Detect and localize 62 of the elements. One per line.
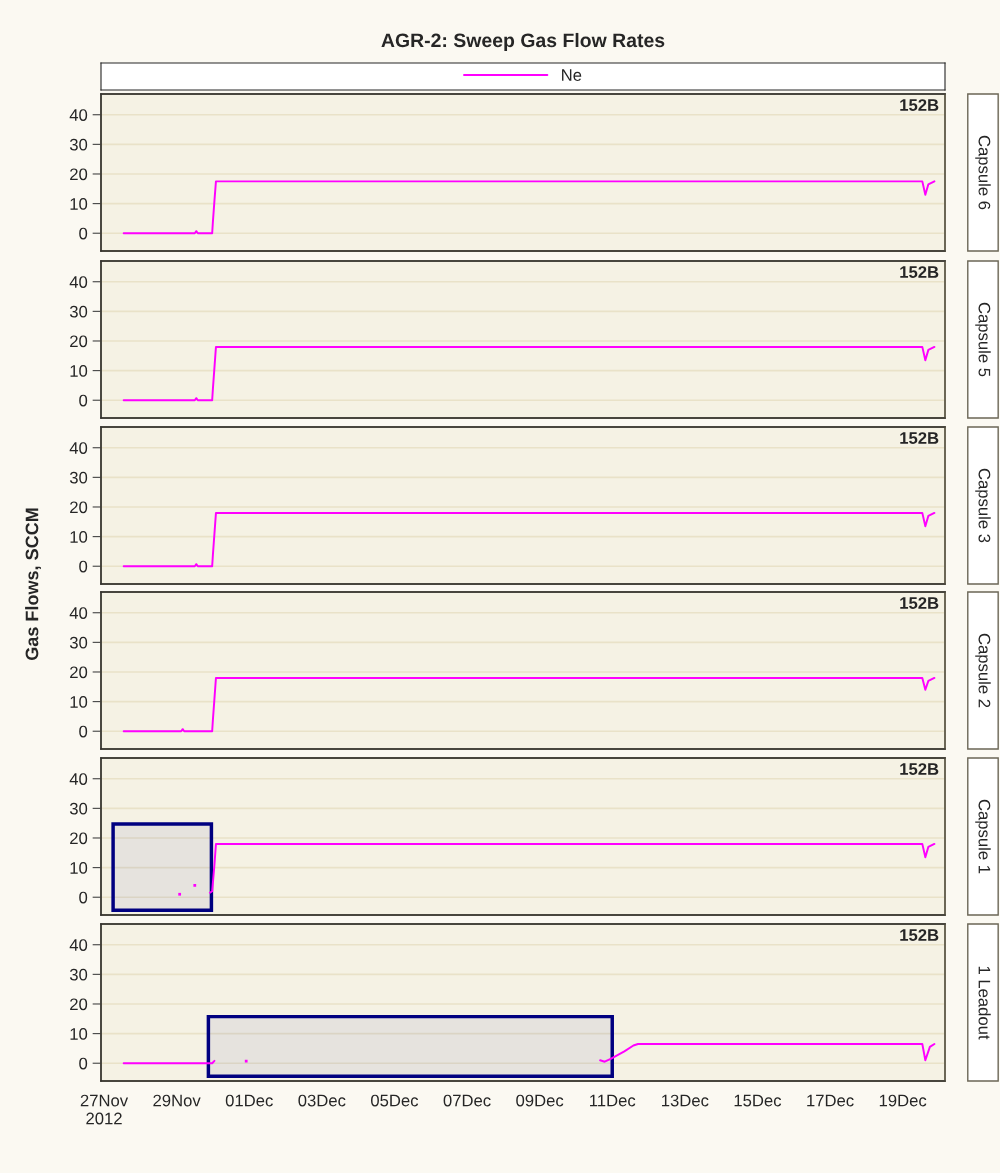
- y-tick-label: 30: [69, 138, 88, 151]
- y-tick-label: 10: [70, 862, 88, 874]
- line-series: [122, 511, 936, 568]
- y2-axis-title: Capsule 1: [975, 799, 991, 874]
- annotation: 152B: [900, 763, 939, 775]
- y-tick-label: 30: [69, 968, 88, 981]
- x-tick-label: 09Dec: [516, 1094, 564, 1107]
- y-tick-label: 10: [70, 531, 88, 543]
- x-tick-label: 15Dec: [734, 1094, 782, 1107]
- x-tick-label: 05Dec: [371, 1094, 419, 1107]
- y-tick-label: 40: [69, 442, 88, 454]
- y-tick-label: 0: [79, 725, 88, 738]
- y2-axis-title: Capsule 2: [975, 633, 991, 708]
- annotation: 152B: [900, 432, 939, 444]
- y2-axis-title: 1 Leadout: [978, 966, 991, 1040]
- y-tick-label: 0: [79, 1057, 88, 1070]
- y-tick-label: 0: [79, 394, 88, 407]
- annotation: 152B: [900, 929, 939, 941]
- y-tick-label: 40: [69, 276, 88, 288]
- y-tick-label: 20: [70, 998, 88, 1011]
- y-tick-label: 40: [69, 939, 88, 951]
- y-tick-label: 0: [79, 560, 88, 573]
- y-tick-label: 30: [69, 305, 88, 318]
- annotation: 152B: [900, 266, 939, 278]
- x-tick-label: 19Dec: [879, 1094, 927, 1107]
- x-tick-label: 13Dec: [662, 1094, 709, 1107]
- y2-axis-title: Capsule 6: [975, 135, 991, 210]
- y-tick-label: 0: [79, 891, 88, 904]
- y2-axis-title: Capsule 5: [975, 302, 991, 377]
- y-tick-label: 20: [70, 168, 88, 181]
- y2-axis-title: Capsule 3: [975, 468, 991, 543]
- x-tick-label: 29Nov: [153, 1094, 201, 1107]
- legend-label: Ne: [562, 69, 582, 81]
- x-tick-label: 11Dec: [590, 1094, 636, 1107]
- line-series: [122, 676, 936, 733]
- x-tick-label: 17Dec: [807, 1094, 854, 1107]
- y-tick-label: 40: [69, 109, 88, 121]
- x-tick-label: 27Nov 2012: [80, 1094, 129, 1125]
- x-tick-label: 01Dec: [225, 1094, 273, 1107]
- y-tick-label: 20: [70, 501, 88, 514]
- y-tick-label: 10: [70, 696, 88, 708]
- y-tick-label: 40: [69, 773, 88, 785]
- y-tick-label: 10: [70, 1028, 88, 1040]
- y-tick-label: 30: [69, 471, 88, 484]
- line-series: [208, 842, 936, 894]
- y-tick-label: 40: [69, 607, 88, 619]
- y-tick-label: 20: [70, 832, 88, 845]
- x-tick-label: 03Dec: [298, 1094, 346, 1107]
- x-tick-label: 07Dec: [443, 1094, 491, 1107]
- annotation: 152B: [900, 99, 939, 111]
- line-series: [122, 345, 936, 402]
- chart-title: AGR-2: Sweep Gas Flow Rates: [381, 32, 665, 52]
- y-axis-title: Gas Flows, SCCM: [25, 508, 41, 660]
- y-tick-label: 10: [70, 365, 88, 377]
- y-tick-label: 0: [79, 227, 88, 240]
- y-tick-label: 10: [70, 198, 88, 210]
- y-tick-label: 20: [70, 335, 88, 348]
- y-tick-label: 30: [69, 802, 88, 815]
- annotation: 152B: [900, 597, 939, 609]
- line-series: [122, 180, 936, 235]
- y-tick-label: 20: [70, 666, 88, 679]
- y-tick-label: 30: [69, 636, 88, 649]
